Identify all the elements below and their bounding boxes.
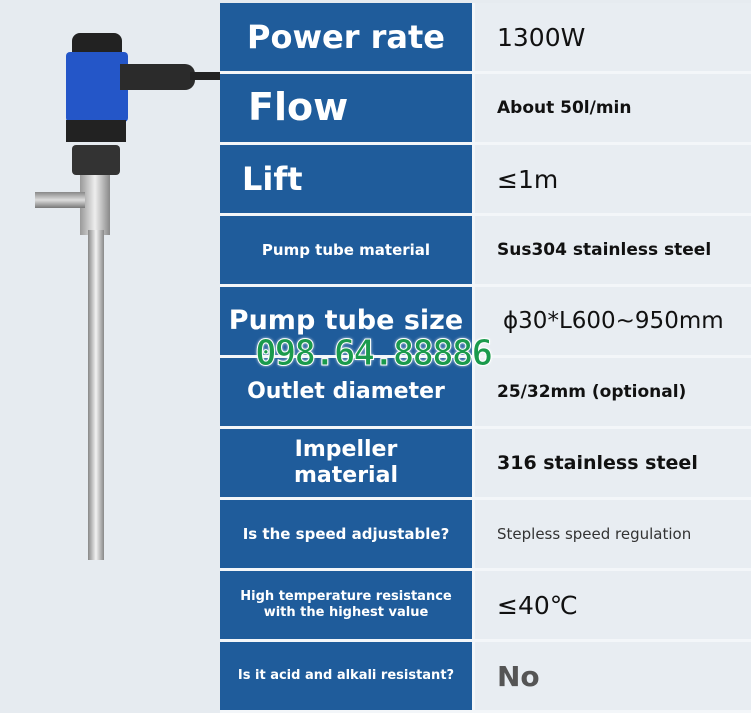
spec-label: Pump tube size xyxy=(220,287,472,355)
spec-value: 316 stainless steel xyxy=(472,429,751,497)
spec-value: 25/32mm (optional) xyxy=(472,358,751,426)
spec-label: Impeller material xyxy=(220,429,472,497)
spec-table: Power rate 1300W Flow About 50l/min Lift ≤1… xyxy=(220,3,751,713)
spec-row-flow: Flow About 50l/min xyxy=(220,74,751,145)
spec-value: No xyxy=(472,642,751,710)
spec-row-impeller: Impeller material 316 stainless steel xyxy=(220,429,751,500)
spec-label: Pump tube material xyxy=(220,216,472,284)
spec-row-outlet: Outlet diameter 25/32mm (optional) xyxy=(220,358,751,429)
spec-value: About 50l/min xyxy=(472,74,751,142)
spec-value: ≤40℃ xyxy=(472,571,751,639)
spec-row-temperature: High temperature resistance with the hig… xyxy=(220,571,751,642)
drum-pump-image xyxy=(0,0,220,713)
spec-row-acid: Is it acid and alkali resistant? No xyxy=(220,642,751,713)
spec-value: Stepless speed regulation xyxy=(472,500,751,568)
spec-value: ϕ30*L600~950mm xyxy=(472,287,751,355)
spec-label: Outlet diameter xyxy=(220,358,472,426)
spec-label: Is the speed adjustable? xyxy=(220,500,472,568)
spec-row-speed: Is the speed adjustable? Stepless speed r… xyxy=(220,500,751,571)
phone-watermark: 098.64.88886 xyxy=(254,333,493,375)
spec-label: Is it acid and alkali resistant? xyxy=(220,642,472,710)
spec-label: Power rate xyxy=(220,3,472,71)
spec-label: High temperature resistance with the hig… xyxy=(220,571,472,639)
spec-value: 1300W xyxy=(472,3,751,71)
spec-row-tube-size: Pump tube size ϕ30*L600~950mm xyxy=(220,287,751,358)
spec-row-tube-material: Pump tube material Sus304 stainless steel xyxy=(220,216,751,287)
spec-label: Lift xyxy=(220,145,472,213)
spec-row-lift: Lift ≤1m xyxy=(220,145,751,216)
spec-value: Sus304 stainless steel xyxy=(472,216,751,284)
spec-row-power: Power rate 1300W xyxy=(220,3,751,74)
spec-label: Flow xyxy=(220,74,472,142)
spec-value: ≤1m xyxy=(472,145,751,213)
